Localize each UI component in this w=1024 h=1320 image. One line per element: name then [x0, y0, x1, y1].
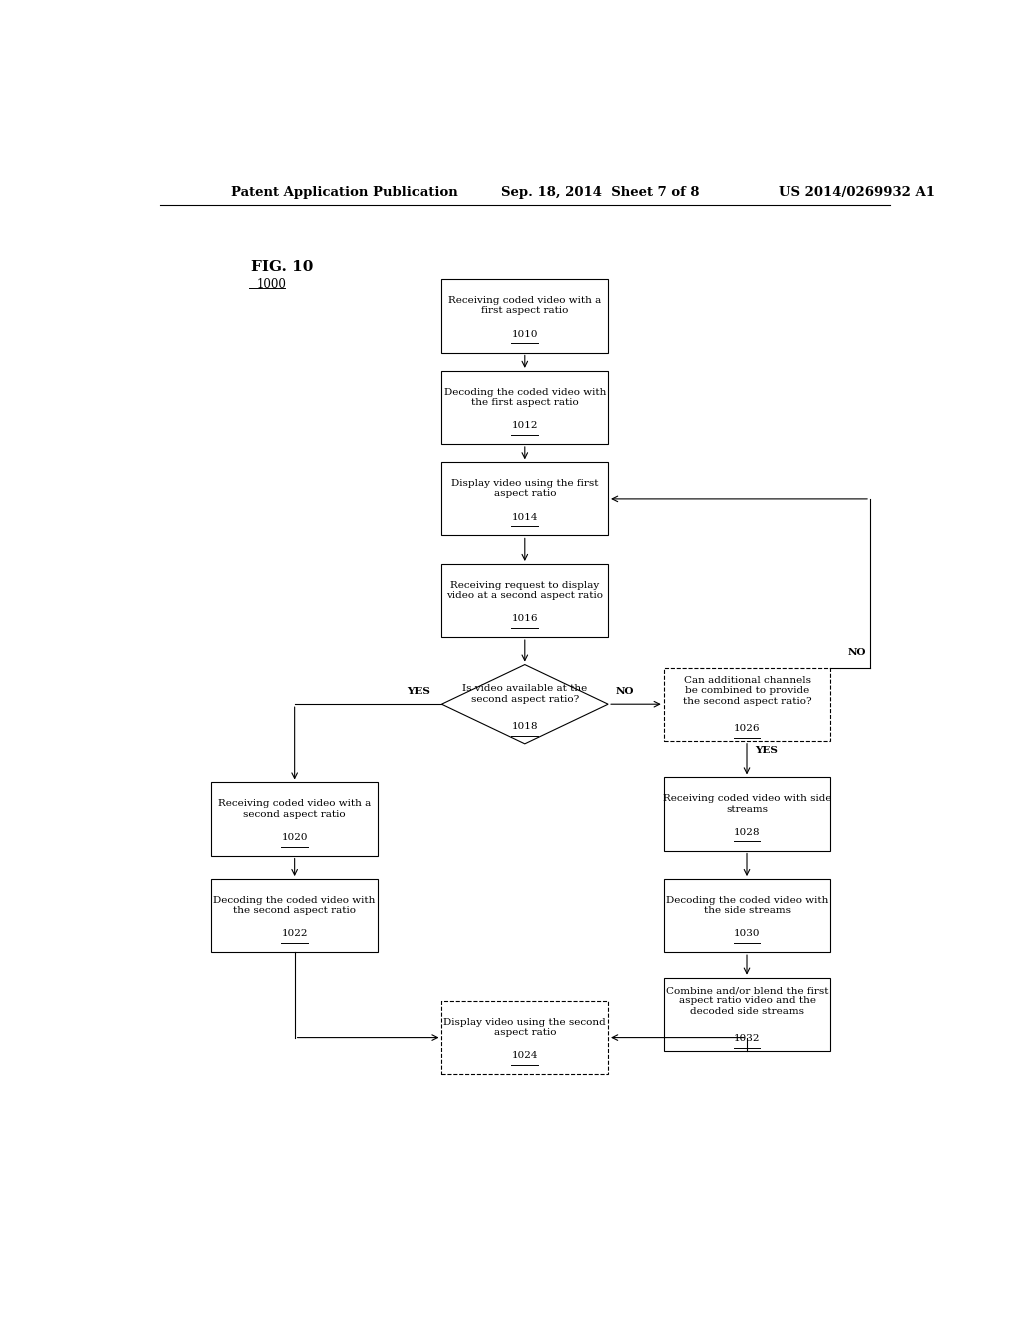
Text: Receiving coded video with a
first aspect ratio: Receiving coded video with a first aspec…	[449, 296, 601, 315]
Text: 1012: 1012	[512, 421, 538, 430]
Text: 1028: 1028	[734, 828, 760, 837]
Text: 1022: 1022	[282, 929, 308, 939]
Polygon shape	[441, 664, 608, 744]
Text: FIG. 10: FIG. 10	[251, 260, 313, 275]
Text: 1030: 1030	[734, 929, 760, 939]
Text: 1032: 1032	[734, 1034, 760, 1043]
Text: Receiving coded video with a
second aspect ratio: Receiving coded video with a second aspe…	[218, 799, 372, 818]
Text: 1000: 1000	[257, 279, 287, 290]
Text: 1018: 1018	[512, 722, 538, 731]
Text: 1026: 1026	[734, 725, 760, 733]
Text: YES: YES	[407, 686, 430, 696]
Text: Sep. 18, 2014  Sheet 7 of 8: Sep. 18, 2014 Sheet 7 of 8	[501, 186, 699, 199]
Text: Display video using the first
aspect ratio: Display video using the first aspect rat…	[451, 479, 599, 499]
Text: US 2014/0269932 A1: US 2014/0269932 A1	[778, 186, 935, 199]
Text: 1014: 1014	[512, 512, 538, 521]
FancyBboxPatch shape	[211, 783, 378, 855]
Text: Decoding the coded video with
the first aspect ratio: Decoding the coded video with the first …	[443, 388, 606, 407]
FancyBboxPatch shape	[211, 879, 378, 952]
FancyBboxPatch shape	[664, 668, 830, 741]
Text: 1020: 1020	[282, 833, 308, 842]
FancyBboxPatch shape	[664, 879, 830, 952]
Text: Receiving request to display
video at a second aspect ratio: Receiving request to display video at a …	[446, 581, 603, 601]
FancyBboxPatch shape	[441, 1001, 608, 1074]
Text: Can additional channels
be combined to provide
the second aspect ratio?: Can additional channels be combined to p…	[683, 676, 811, 706]
FancyBboxPatch shape	[441, 371, 608, 444]
Text: Combine and/or blend the first
aspect ratio video and the
decoded side streams: Combine and/or blend the first aspect ra…	[666, 986, 828, 1016]
Text: Decoding the coded video with
the second aspect ratio: Decoding the coded video with the second…	[213, 896, 376, 915]
Text: 1016: 1016	[512, 614, 538, 623]
Text: 1010: 1010	[512, 330, 538, 339]
Text: Patent Application Publication: Patent Application Publication	[231, 186, 458, 199]
FancyBboxPatch shape	[441, 280, 608, 352]
Text: NO: NO	[616, 686, 635, 696]
FancyBboxPatch shape	[441, 564, 608, 638]
Text: Decoding the coded video with
the side streams: Decoding the coded video with the side s…	[666, 896, 828, 915]
Text: Is video available at the
second aspect ratio?: Is video available at the second aspect …	[462, 684, 588, 704]
FancyBboxPatch shape	[664, 777, 830, 850]
Text: Receiving coded video with side
streams: Receiving coded video with side streams	[663, 795, 831, 813]
Text: YES: YES	[755, 746, 778, 755]
Text: Display video using the second
aspect ratio: Display video using the second aspect ra…	[443, 1018, 606, 1038]
FancyBboxPatch shape	[441, 462, 608, 536]
FancyBboxPatch shape	[664, 978, 830, 1051]
Text: 1024: 1024	[512, 1052, 538, 1060]
Text: NO: NO	[848, 648, 866, 657]
